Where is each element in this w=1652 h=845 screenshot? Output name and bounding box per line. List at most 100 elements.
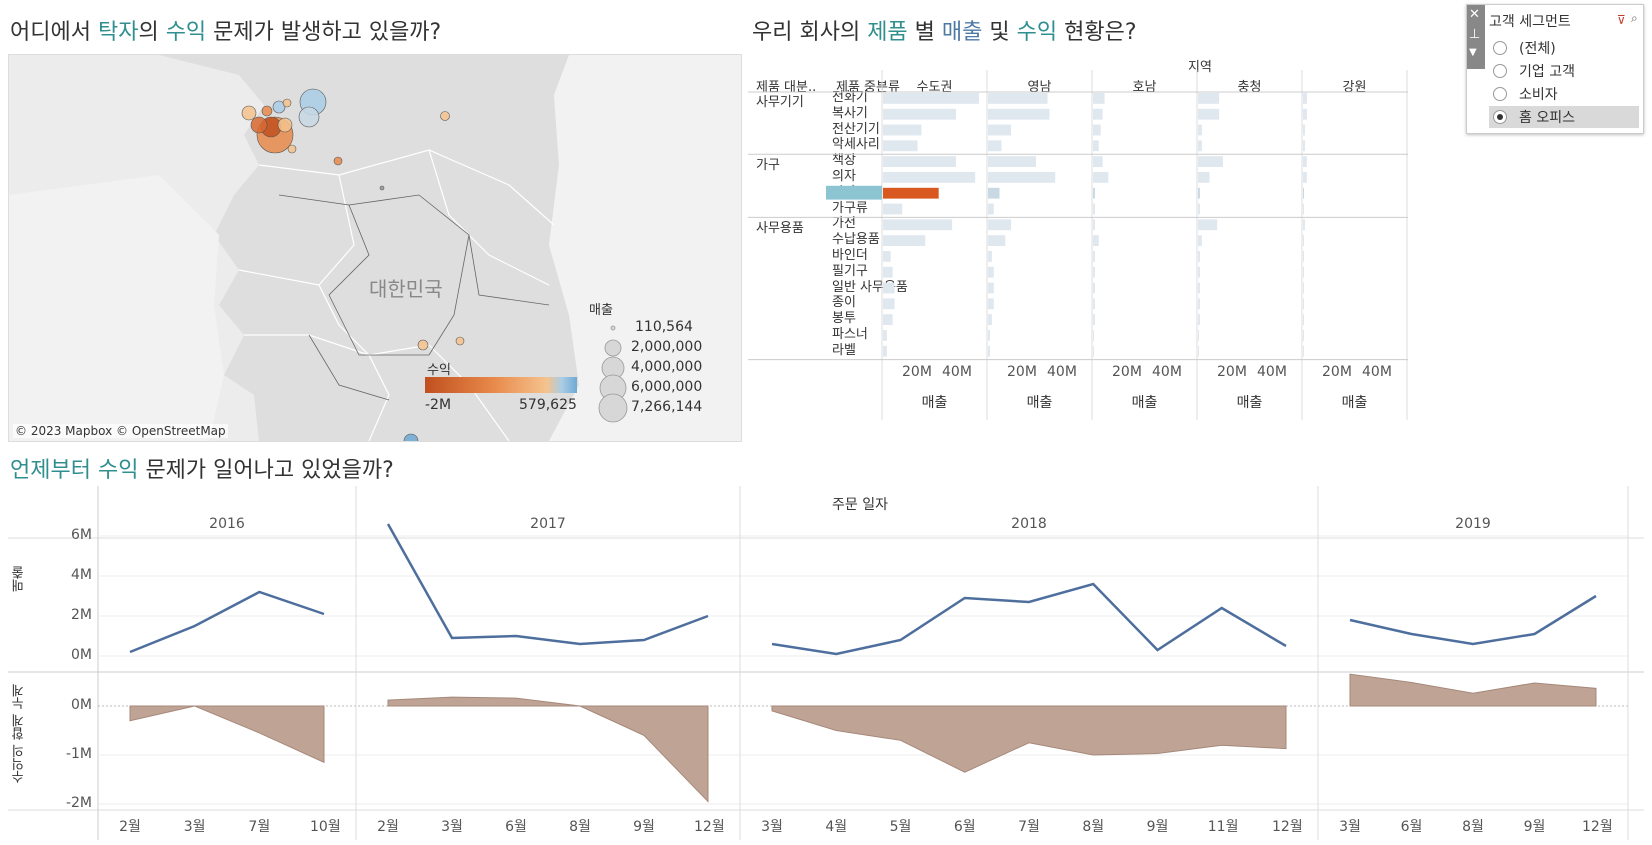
axis-tick-20m: 20M [1007, 364, 1037, 380]
year-label: 2018 [1011, 516, 1047, 532]
region-col-header: 수도권 [916, 80, 953, 95]
radio-button[interactable] [1493, 41, 1507, 55]
bubble [272, 100, 286, 114]
profit-tick: -2M [65, 795, 92, 811]
radio-button[interactable] [1493, 64, 1507, 78]
radio-button[interactable] [1493, 87, 1507, 101]
filter-option[interactable]: (전체) [1489, 37, 1639, 59]
category-label: 사무기기 [756, 95, 804, 110]
radio-button[interactable] [1493, 110, 1507, 124]
bar-영남-전화기 [988, 93, 1048, 104]
bar-충청-일반 사무용품 [1198, 282, 1200, 294]
filter-option[interactable]: 홈 오피스 [1489, 106, 1639, 128]
product-title: 우리 회사의 제품 별 매출 및 수익 현황은? [752, 20, 1137, 45]
bar-영남-라벨 [988, 345, 990, 357]
pin-icon[interactable]: ⊥ [1469, 27, 1481, 42]
bar-수도권-일반 사무용품 [883, 282, 895, 294]
subcategory-label: 종이 [832, 295, 856, 311]
month-tick: 8월 [1462, 819, 1484, 835]
filter-option[interactable]: 소비자 [1489, 83, 1639, 105]
bar-강원-봉투 [1303, 314, 1304, 325]
bar-호남-종이 [1093, 298, 1095, 310]
bar-호남-파스너 [1093, 330, 1094, 341]
bar-강원-파스너 [1303, 330, 1304, 341]
bubble [287, 144, 297, 154]
bar-수도권-라벨 [883, 345, 887, 357]
close-icon[interactable]: ✕ [1469, 7, 1480, 22]
bar-충청-봉투 [1198, 314, 1200, 325]
y-label-profit: 수익의 합계 누계 [12, 684, 27, 784]
bar-강원-악세사리 [1303, 140, 1305, 152]
bar-수도권-탁자 [883, 187, 939, 199]
region-col-header: 강원 [1342, 80, 1367, 95]
bar-호남-전화기 [1093, 93, 1105, 104]
axis-tick-40m: 40M [1152, 364, 1182, 380]
bar-강원-복사기 [1303, 108, 1307, 120]
bubble [298, 106, 320, 128]
color-legend-max: 579,625 [519, 397, 577, 413]
sales-tick: 0M [71, 647, 92, 663]
bar-충청-수납용품 [1198, 235, 1202, 246]
bar-수도권-가구류 [883, 203, 903, 215]
map-bubbles [241, 88, 465, 441]
bar-영남-가전 [988, 219, 1012, 231]
bar-영남-책장 [988, 156, 1036, 167]
year-label: 2017 [530, 516, 566, 532]
axis-tick-40m: 40M [1257, 364, 1287, 380]
bar-강원-가전 [1303, 219, 1305, 231]
bar-충청-가구류 [1198, 203, 1200, 215]
bubble [379, 185, 385, 191]
size-legend-label: 6,000,000 [631, 379, 703, 395]
time-chart: 주문 일자 2016 2월 3월 7월 10월 2017 2월 3월 6월 8월 9월 12월 2018 3… [8, 486, 1644, 840]
bar-수도권-종이 [883, 298, 895, 310]
month-tick: 9월 [633, 819, 655, 835]
axis-tick-40m: 40M [1047, 364, 1077, 380]
bar-호남-탁자 [1093, 187, 1095, 199]
profit-area-2019 [1349, 673, 1597, 707]
bar-호남-의자 [1093, 172, 1109, 183]
year-label: 2016 [209, 516, 245, 532]
subcategory-label: 전화기 [832, 90, 868, 105]
month-tick: 12월 [1272, 819, 1303, 835]
axis-tick-20m: 20M [902, 364, 932, 380]
month-tick: 6월 [1400, 819, 1423, 835]
sales-tick: 4M [71, 567, 92, 583]
category-label: 사무용품 [756, 221, 804, 237]
axis-tick-40m: 40M [1362, 364, 1392, 380]
map-view[interactable]: 대한민국 수익 -2M 579,625 매출 110,564 2,000,000… [8, 54, 742, 442]
map-canvas[interactable] [9, 55, 741, 441]
filter-toolbar: ✕ ⊥ ▼ [1467, 5, 1485, 69]
search-icon[interactable]: ⌕ [1631, 11, 1638, 25]
bubble [417, 339, 429, 351]
bar-강원-탁자 [1303, 187, 1304, 199]
bar-영남-탁자 [988, 187, 1000, 199]
bar-수도권-전화기 [883, 93, 979, 104]
bar-영남-종이 [988, 298, 994, 310]
clear-filter-icon[interactable]: ⊽ [1617, 13, 1626, 27]
subcategory-label: 악세사리 [832, 137, 880, 153]
month-tick: 10월 [310, 819, 341, 835]
axis-title-sales: 매출 [1236, 395, 1263, 411]
subcategory-label: 가구류 [832, 200, 868, 216]
land-area [159, 55, 579, 441]
filter-title: 고객 세그먼트 [1489, 14, 1571, 30]
month-tick: 8월 [1082, 819, 1105, 835]
menu-down-icon[interactable]: ▼ [1469, 47, 1477, 58]
size-legend-marks [598, 325, 628, 423]
filter-option-label: 소비자 [1519, 87, 1558, 103]
profit-area-2017 [387, 696, 709, 803]
time-canvas [8, 486, 1644, 840]
bar-영남-의자 [988, 172, 1056, 183]
bar-영남-전산기기 [988, 124, 1012, 136]
color-legend-title: 수익 [427, 363, 451, 378]
map-attribution[interactable]: © 2023 Mapbox © OpenStreetMap [13, 424, 228, 438]
bar-호남-필기구 [1093, 266, 1095, 278]
col-header-category: 제품 대분.. [756, 80, 817, 95]
bubble [455, 336, 465, 346]
sales-line-2018 [771, 582, 1287, 656]
filter-option[interactable]: 기업 고객 [1489, 60, 1639, 82]
bar-영남-악세사리 [988, 140, 1002, 152]
bar-호남-악세사리 [1093, 140, 1099, 152]
size-legend-title: 매출 [589, 303, 613, 318]
